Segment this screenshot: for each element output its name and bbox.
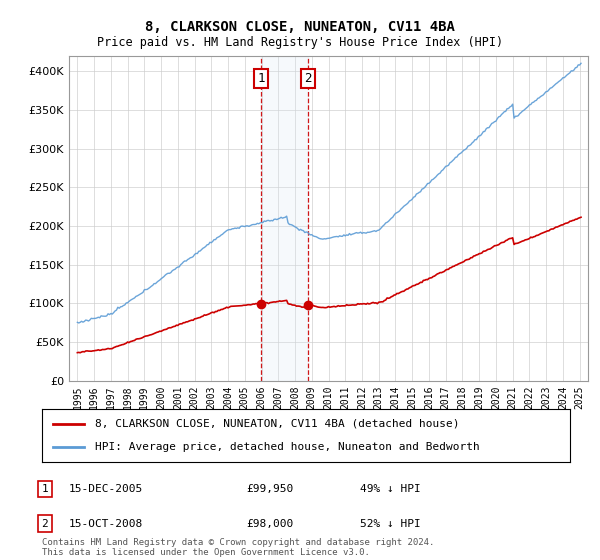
Text: 8, CLARKSON CLOSE, NUNEATON, CV11 4BA (detached house): 8, CLARKSON CLOSE, NUNEATON, CV11 4BA (d… bbox=[95, 419, 460, 429]
Text: 2: 2 bbox=[41, 519, 49, 529]
Text: 49% ↓ HPI: 49% ↓ HPI bbox=[360, 484, 421, 494]
Text: Contains HM Land Registry data © Crown copyright and database right 2024.
This d: Contains HM Land Registry data © Crown c… bbox=[42, 538, 434, 557]
Text: 2: 2 bbox=[304, 72, 312, 85]
Text: 52% ↓ HPI: 52% ↓ HPI bbox=[360, 519, 421, 529]
Text: 15-OCT-2008: 15-OCT-2008 bbox=[69, 519, 143, 529]
Bar bbox=[261, 56, 308, 381]
Text: HPI: Average price, detached house, Nuneaton and Bedworth: HPI: Average price, detached house, Nune… bbox=[95, 442, 479, 452]
Text: £98,000: £98,000 bbox=[246, 519, 293, 529]
Text: 8, CLARKSON CLOSE, NUNEATON, CV11 4BA: 8, CLARKSON CLOSE, NUNEATON, CV11 4BA bbox=[145, 20, 455, 34]
Text: 1: 1 bbox=[257, 72, 265, 85]
Text: 1: 1 bbox=[41, 484, 49, 494]
Text: Price paid vs. HM Land Registry's House Price Index (HPI): Price paid vs. HM Land Registry's House … bbox=[97, 36, 503, 49]
Text: 15-DEC-2005: 15-DEC-2005 bbox=[69, 484, 143, 494]
Text: £99,950: £99,950 bbox=[246, 484, 293, 494]
